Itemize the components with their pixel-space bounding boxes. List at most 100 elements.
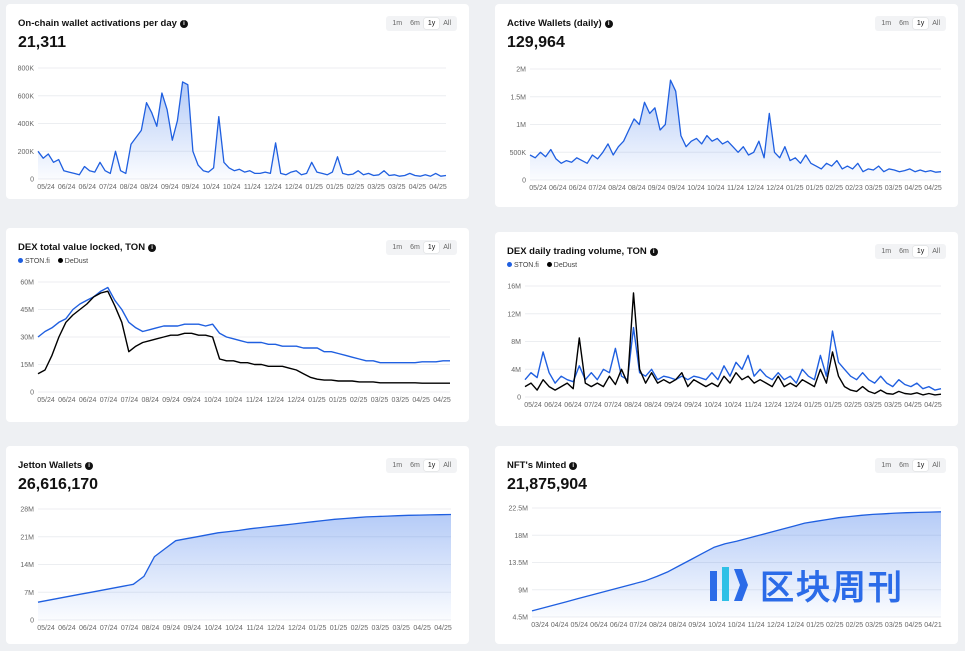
x-tick-label: 10/24 (707, 185, 725, 192)
range-1y[interactable]: 1y (423, 460, 440, 471)
x-tick-label: 12/24 (267, 625, 285, 632)
x-tick-label: 11/24 (745, 402, 762, 409)
y-tick-label: 28M (20, 507, 34, 514)
range-selector: 1m 6m 1y All (386, 240, 457, 255)
x-tick-label: 02/25 (350, 397, 368, 404)
series-line-dedust (37, 290, 450, 384)
series-line-dedust (524, 292, 942, 396)
x-tick-label: 12/24 (767, 622, 785, 629)
range-6m[interactable]: 6m (899, 20, 909, 27)
info-icon[interactable]: i (148, 244, 157, 252)
range-1m[interactable]: 1m (392, 462, 403, 469)
info-icon[interactable]: i (85, 462, 94, 470)
x-tick-label: 10/24 (704, 402, 722, 409)
x-tick-label: 07/24 (629, 622, 647, 629)
x-tick-label: 03/25 (864, 402, 882, 409)
x-tick-label: 03/25 (371, 397, 389, 404)
x-tick-label: 01/25 (326, 184, 344, 191)
chart-legend: STON.fi DeDust (507, 262, 577, 269)
range-all[interactable]: All (443, 462, 451, 469)
range-selector: 1m 6m 1y All (386, 16, 457, 31)
range-1y[interactable]: 1y (912, 460, 929, 471)
range-1m[interactable]: 1m (881, 462, 892, 469)
y-tick-label: 4.5M (512, 615, 528, 622)
y-tick-label: 9M (518, 587, 528, 594)
chart-card-dex-tvl: DEX total value locked, TON i STON.fi DeD… (6, 228, 469, 422)
range-all[interactable]: All (443, 244, 451, 251)
range-1m[interactable]: 1m (881, 248, 892, 255)
x-tick-label: 07/24 (121, 625, 139, 632)
x-tick-label: 04/25 (904, 185, 922, 192)
x-tick-label: 04/25 (904, 402, 922, 409)
range-6m[interactable]: 6m (410, 244, 420, 251)
chart-title: Active Wallets (daily) i (507, 18, 613, 29)
x-tick-label: 08/24 (120, 184, 138, 191)
x-tick-label: 06/24 (58, 397, 76, 404)
y-tick-label: 16M (507, 284, 521, 291)
x-tick-label: 07/24 (588, 185, 606, 192)
y-tick-label: 60M (20, 280, 34, 287)
x-tick-label: 06/24 (549, 185, 567, 192)
x-tick-label: 03/25 (392, 397, 410, 404)
info-icon[interactable]: i (649, 248, 658, 256)
range-1y[interactable]: 1y (423, 242, 440, 253)
x-tick-label: 03/25 (392, 625, 410, 632)
x-tick-label: 01/25 (330, 625, 348, 632)
x-tick-label: 12/24 (266, 397, 284, 404)
range-all[interactable]: All (932, 20, 940, 27)
x-tick-label: 06/24 (78, 184, 96, 191)
x-tick-label: 02/25 (844, 402, 862, 409)
x-tick-label: 09/24 (182, 184, 200, 191)
range-6m[interactable]: 6m (899, 248, 909, 255)
x-tick-label: 11/24 (748, 622, 765, 629)
x-tick-label: 01/25 (786, 185, 804, 192)
range-all[interactable]: All (443, 20, 451, 27)
x-tick-label: 01/25 (824, 402, 842, 409)
info-icon[interactable]: i (569, 462, 578, 470)
range-selector: 1m 6m 1y All (875, 244, 946, 259)
series-line (37, 81, 447, 177)
x-tick-label: 07/24 (604, 402, 622, 409)
chart-card-nfts-minted: NFT's Minted i 21,875,904 1m 6m 1y All 4.… (495, 446, 958, 644)
range-1y[interactable]: 1y (912, 246, 929, 257)
x-tick-label: 09/24 (162, 397, 180, 404)
range-6m[interactable]: 6m (899, 462, 909, 469)
range-6m[interactable]: 6m (410, 20, 420, 27)
range-1m[interactable]: 1m (392, 20, 403, 27)
series-line (529, 79, 942, 173)
chart-title: NFT's Minted i (507, 460, 578, 471)
chart-value: 21,875,904 (507, 476, 588, 493)
y-tick-label: 21M (20, 534, 34, 541)
x-tick-label: 01/25 (804, 402, 822, 409)
range-1y[interactable]: 1y (423, 18, 440, 29)
legend-item-ston[interactable]: STON.fi (18, 258, 50, 265)
x-tick-label: 10/24 (202, 184, 220, 191)
x-tick-label: 01/25 (309, 625, 327, 632)
x-tick-label: 09/24 (664, 402, 682, 409)
range-all[interactable]: All (932, 462, 940, 469)
legend-item-dedust[interactable]: DeDust (546, 262, 577, 269)
y-tick-label: 4M (511, 367, 521, 374)
legend-item-dedust[interactable]: DeDust (57, 258, 88, 265)
range-1y[interactable]: 1y (912, 18, 929, 29)
legend-item-ston[interactable]: STON.fi (507, 262, 539, 269)
x-tick-label: 06/24 (610, 622, 628, 629)
range-6m[interactable]: 6m (410, 462, 420, 469)
chart-value: 21,311 (18, 34, 67, 51)
x-tick-label: 12/24 (766, 185, 784, 192)
range-1m[interactable]: 1m (881, 20, 892, 27)
x-tick-label: 03/25 (884, 402, 902, 409)
info-icon[interactable]: i (179, 20, 188, 28)
x-tick-label: 09/24 (183, 625, 201, 632)
range-1m[interactable]: 1m (392, 244, 403, 251)
x-tick-label: 03/25 (865, 185, 883, 192)
range-all[interactable]: All (932, 248, 940, 255)
info-icon[interactable]: i (604, 20, 613, 28)
x-tick-label: 03/24 (531, 622, 549, 629)
x-tick-label: 01/25 (329, 397, 347, 404)
x-tick-label: 04/25 (924, 185, 942, 192)
